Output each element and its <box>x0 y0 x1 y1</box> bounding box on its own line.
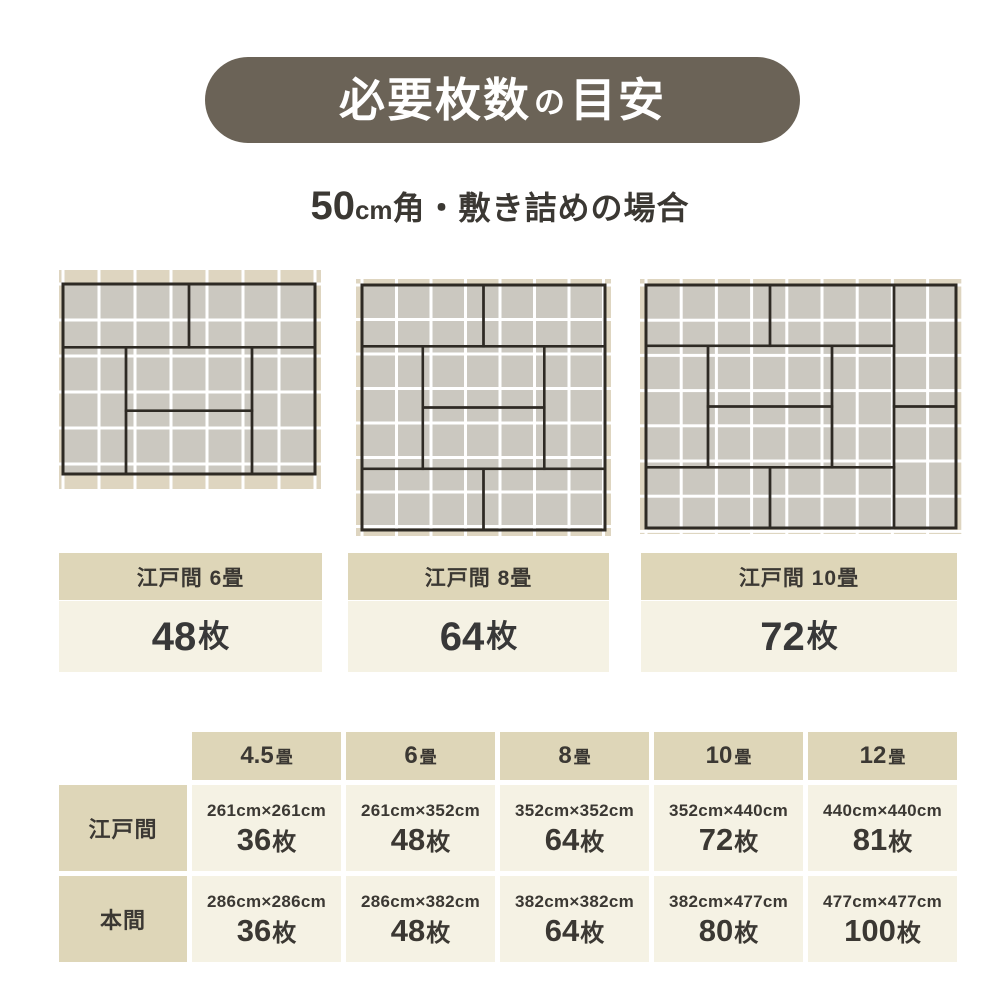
cell-size: 352cm×352cm <box>514 800 635 820</box>
col-header-number: 6 <box>404 742 418 769</box>
card-title: 江戸間 10畳 <box>641 553 957 600</box>
card-edoma-8jo: 江戸間 8畳 64 枚 <box>348 553 609 672</box>
cell-size: 440cm×440cm <box>822 800 943 820</box>
cell-count: 81枚 <box>852 822 913 858</box>
col-header-number: 4.5 <box>240 742 274 769</box>
subtitle-text: 角・敷き詰めの場合 <box>392 190 690 226</box>
card-count: 64 枚 <box>348 601 609 672</box>
cell-size: 286cm×382cm <box>360 891 481 911</box>
card-count-number: 64 <box>439 614 485 659</box>
floorplan-edoma-6jo <box>59 270 321 489</box>
cell-honma-6jo: 286cm×382cm 48枚 <box>346 876 495 962</box>
banner-title-right: 目安 <box>570 74 666 126</box>
cell-size: 382cm×477cm <box>668 891 789 911</box>
subtitle-number: 50 <box>310 184 355 228</box>
card-count: 48 枚 <box>59 601 322 672</box>
card-title: 江戸間 8畳 <box>348 553 609 600</box>
col-header-unit: 畳 <box>573 747 591 767</box>
card-edoma-6jo: 江戸間 6畳 48 枚 <box>59 553 322 672</box>
cell-edoma-10jo: 352cm×440cm 72枚 <box>654 785 803 871</box>
cell-honma-10jo: 382cm×477cm 80枚 <box>654 876 803 962</box>
col-header-8jo: 8 畳 <box>500 732 649 780</box>
cell-honma-12jo: 477cm×477cm 100枚 <box>808 876 957 962</box>
cell-count: 64枚 <box>544 822 605 858</box>
floorplan-edoma-10jo <box>640 279 962 534</box>
subtitle-unit: cm <box>354 195 393 225</box>
cell-edoma-6jo: 261cm×352cm 48枚 <box>346 785 495 871</box>
cell-edoma-8jo: 352cm×352cm 64枚 <box>500 785 649 871</box>
col-header-unit: 畳 <box>275 747 293 767</box>
tatami-outlines <box>61 282 317 476</box>
cell-size: 352cm×440cm <box>668 800 789 820</box>
card-title: 江戸間 6畳 <box>59 553 322 600</box>
cell-honma-8jo: 382cm×382cm 64枚 <box>500 876 649 962</box>
col-header-12jo: 12 畳 <box>808 732 957 780</box>
cell-count: 48枚 <box>390 913 451 949</box>
cell-count: 72枚 <box>698 822 759 858</box>
card-count-unit: 枚 <box>806 619 838 654</box>
cell-count: 36枚 <box>236 913 297 949</box>
cell-edoma-4-5jo: 261cm×261cm 36枚 <box>192 785 341 871</box>
cell-count: 64枚 <box>544 913 605 949</box>
cell-count: 80枚 <box>698 913 759 949</box>
cell-size: 382cm×382cm <box>514 891 635 911</box>
col-header-4-5jo: 4.5 畳 <box>192 732 341 780</box>
card-count-number: 72 <box>760 614 805 659</box>
table-corner-empty <box>59 732 187 780</box>
card-edoma-10jo: 江戸間 10畳 72 枚 <box>641 553 957 672</box>
card-count-number: 48 <box>151 614 197 659</box>
cell-size: 477cm×477cm <box>822 891 943 911</box>
cell-count: 100枚 <box>844 913 921 949</box>
tatami-outlines <box>644 283 958 530</box>
tatami-outlines <box>360 283 607 532</box>
cell-honma-4-5jo: 286cm×286cm 36枚 <box>192 876 341 962</box>
col-header-10jo: 10 畳 <box>654 732 803 780</box>
cell-count: 36枚 <box>236 822 297 858</box>
cell-count: 48枚 <box>390 822 451 858</box>
card-count: 72 枚 <box>641 601 957 672</box>
col-header-6jo: 6 畳 <box>346 732 495 780</box>
row-header-edoma: 江戸間 <box>59 785 187 871</box>
card-count-unit: 枚 <box>198 619 230 654</box>
col-header-number: 8 <box>558 742 572 769</box>
col-header-number: 10 <box>705 742 733 769</box>
row-header-honma: 本間 <box>59 876 187 962</box>
cell-edoma-12jo: 440cm×440cm 81枚 <box>808 785 957 871</box>
cell-size: 261cm×261cm <box>206 800 327 820</box>
page-subtitle: 50cm角・敷き詰めの場合 <box>0 186 1000 226</box>
col-header-unit: 畳 <box>419 747 437 767</box>
card-count-unit: 枚 <box>486 619 518 654</box>
col-header-unit: 畳 <box>734 747 752 767</box>
banner-title-particle: の <box>534 84 567 120</box>
col-header-unit: 畳 <box>888 747 906 767</box>
title-banner: 必要枚数 の 目安 <box>205 57 800 143</box>
size-count-table: 4.5 畳 6 畳 8 畳 10 畳 12 畳 江戸間 261cm×261cm … <box>59 732 957 962</box>
floorplan-edoma-8jo <box>356 279 611 536</box>
cell-size: 261cm×352cm <box>360 800 481 820</box>
cell-size: 286cm×286cm <box>206 891 327 911</box>
banner-title-left: 必要枚数 <box>339 74 531 126</box>
col-header-number: 12 <box>859 742 887 769</box>
